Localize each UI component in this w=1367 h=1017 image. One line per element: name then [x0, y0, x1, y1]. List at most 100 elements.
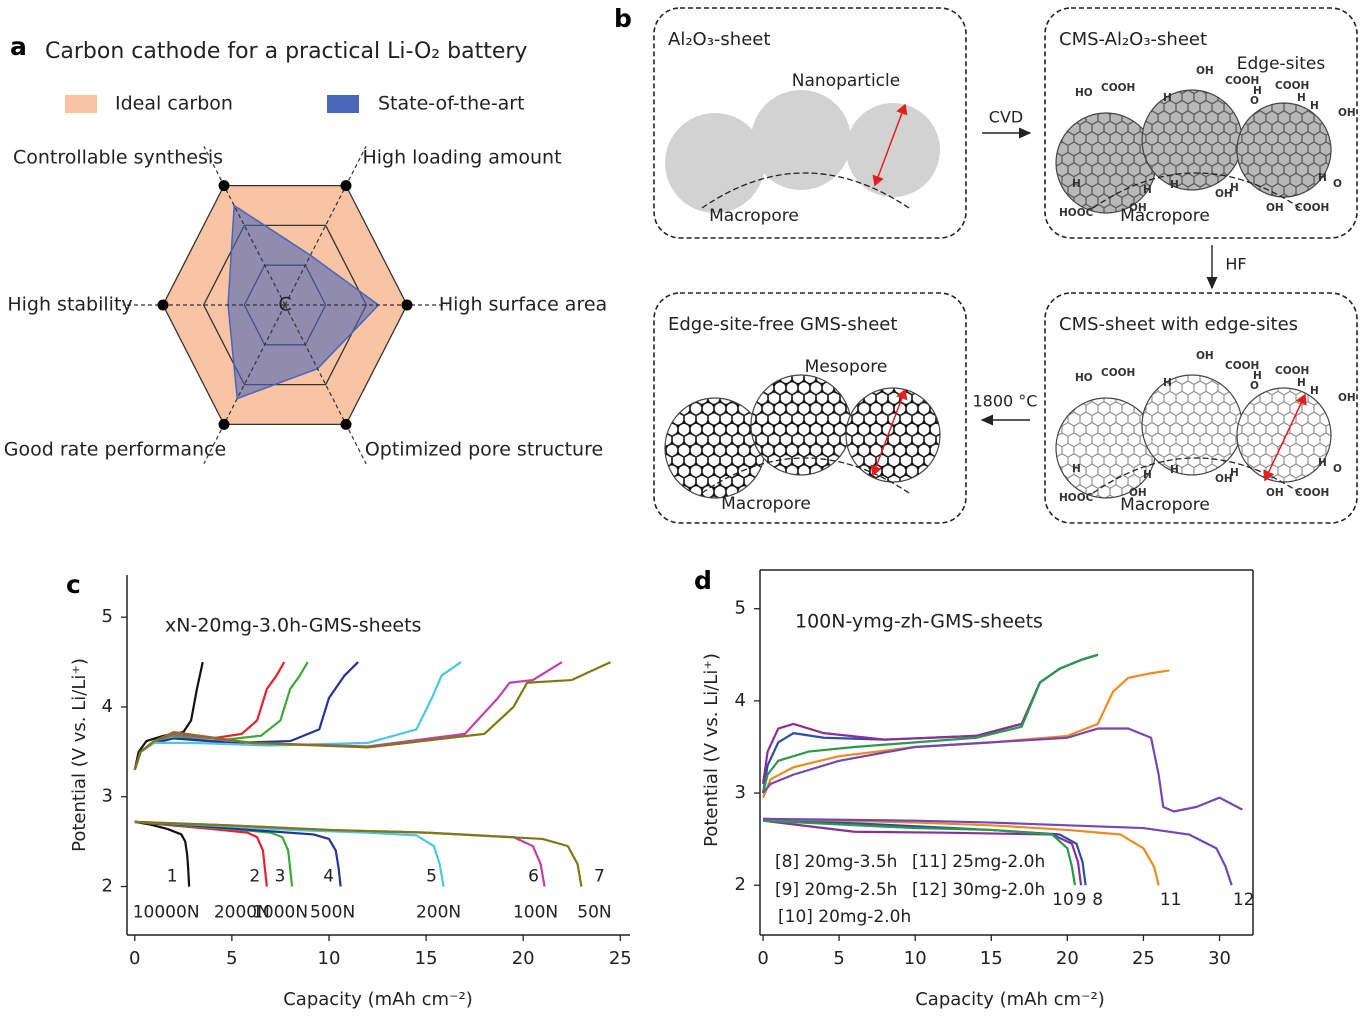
y-axis-label: Potential (V vs. Li/Li⁺) [69, 658, 90, 852]
macropore-arc [701, 172, 910, 209]
functional-group: COOH [1225, 75, 1259, 87]
box-annotation: Macropore [709, 206, 799, 226]
chart-title: xN-20mg-3.0h-GMS-sheets [165, 615, 421, 637]
panel-label: d [694, 566, 712, 595]
size-arrow [870, 388, 908, 477]
functional-group: OH [1338, 392, 1356, 404]
charge-curve [761, 653, 1099, 784]
x-tick-label: 0 [129, 948, 140, 969]
y-axis-label: Potential (V vs. Li/Li⁺) [701, 653, 722, 847]
radar-spoke [284, 304, 367, 465]
legend-swatch [65, 95, 97, 113]
ideal-vertex [340, 418, 352, 430]
legend-label: State-of-the-art [378, 93, 525, 115]
curve-number: 11 [1160, 890, 1182, 910]
charge-curve [761, 653, 1099, 794]
size-arrow [1263, 393, 1307, 482]
functional-group: COOH [1101, 367, 1135, 379]
functional-group: H [1297, 377, 1306, 389]
functional-group: H [1253, 85, 1262, 97]
functional-group: COOH [1275, 80, 1309, 92]
box-title: CMS-sheet with edge-sites [1059, 314, 1298, 335]
legend-swatch [327, 95, 359, 113]
particle [1141, 89, 1243, 191]
functional-group: H [1170, 464, 1179, 476]
functional-group: H [1163, 377, 1172, 389]
charge-curve [133, 661, 204, 771]
legend-label: [10] 20mg-2.0h [778, 907, 911, 927]
particle [1141, 374, 1243, 476]
functional-group: H [1170, 179, 1179, 191]
curve-rate: 10000N [133, 903, 200, 923]
diagram-box [1044, 292, 1358, 524]
curve-number: 1 [167, 867, 178, 887]
x-tick-label: 15 [415, 948, 438, 969]
ideal-vertex [218, 180, 230, 192]
box-title: Edge-site-free GMS-sheet [668, 314, 897, 335]
functional-group: H [1297, 92, 1306, 104]
radar-axis-label: Optimized pore structure [365, 439, 603, 461]
legend-label: [8] 20mg-3.5h [775, 852, 897, 872]
curve-number: 5 [426, 867, 437, 887]
curve-number: 12 [1233, 890, 1255, 910]
size-arrow [872, 103, 908, 187]
ideal-vertex [157, 299, 169, 311]
panel-label: c [66, 570, 81, 599]
functional-group: H [1163, 92, 1172, 104]
curve-number: 2 [249, 867, 260, 887]
panel-label: b [614, 4, 632, 33]
legend-label: [11] 25mg-2.0h [912, 852, 1045, 872]
x-tick-label: 15 [980, 948, 1003, 969]
legend-label: [12] 30mg-2.0h [912, 880, 1045, 900]
x-tick-label: 0 [757, 948, 768, 969]
functional-group: O [1333, 178, 1342, 190]
functional-group: COOH [1275, 365, 1309, 377]
x-tick-label: 30 [1208, 948, 1231, 969]
radar-ring [202, 224, 368, 386]
curve-rate: 1000N [252, 903, 308, 923]
particle [751, 90, 851, 190]
functional-group: OH [1196, 350, 1214, 362]
box-annotation: Edge-sites [1237, 54, 1326, 74]
functional-group: H [1230, 182, 1239, 194]
curve-number: 6 [528, 867, 539, 887]
y-tick-label: 4 [102, 696, 113, 717]
functional-group: H [1253, 370, 1262, 382]
box-annotation: Macropore [721, 494, 811, 514]
charge-curve [762, 727, 1243, 813]
functional-group: COOH [1225, 360, 1259, 372]
macropore-arc [1092, 172, 1301, 209]
x-tick-label: 5 [833, 948, 844, 969]
macropore-arc [701, 457, 910, 494]
process-label: HF [1225, 255, 1246, 274]
diagram-box [653, 7, 967, 239]
functional-group: HO [1075, 372, 1093, 384]
chart-title: Carbon cathode for a practical Li-O₂ bat… [45, 39, 527, 64]
curve-number: 8 [1092, 890, 1103, 910]
y-tick-label: 5 [102, 606, 113, 627]
x-tick-label: 5 [226, 948, 237, 969]
box-title: CMS-Al₂O₃-sheet [1059, 29, 1207, 50]
functional-group: OH [1215, 473, 1233, 485]
process-label: 1800 °C [973, 392, 1038, 411]
radar-spoke [284, 145, 367, 306]
functional-group: HOOC [1059, 207, 1094, 219]
functional-group: OH [1215, 188, 1233, 200]
box-annotation: Macropore [1120, 495, 1210, 515]
functional-group: H [1072, 463, 1081, 475]
discharge-curve [763, 817, 1160, 886]
panel-label: a [10, 32, 27, 61]
radar-center-label: C [278, 294, 291, 316]
curve-number: 4 [323, 867, 334, 887]
box-title: Al₂O₃-sheet [668, 29, 770, 50]
charge-curve [133, 661, 309, 771]
box-annotation: Nanoparticle [792, 71, 900, 91]
legend-label: [9] 20mg-2.5h [775, 880, 897, 900]
functional-group: COOH [1101, 82, 1135, 94]
particle [665, 113, 765, 213]
particle [1055, 112, 1157, 214]
functional-group: OH [1129, 202, 1147, 214]
functional-group: H [1072, 178, 1081, 190]
x-tick-label: 20 [512, 948, 535, 969]
diagram-box [653, 292, 967, 524]
